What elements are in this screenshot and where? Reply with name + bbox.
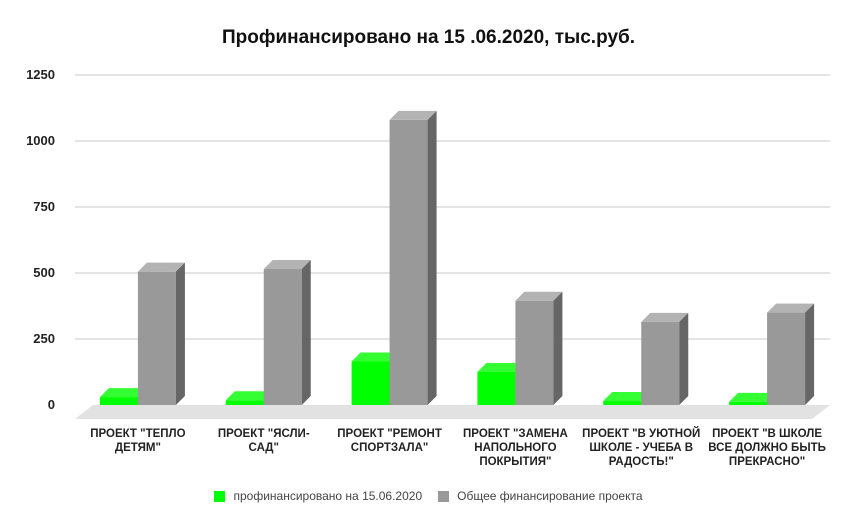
category-label-line: ПРЕКРАСНО" [728, 456, 806, 468]
category-label: ПРОЕКТ "ТЕПЛО ДЕТЯМ" [78, 427, 198, 455]
bar-funded [351, 361, 390, 405]
bar-total [767, 312, 806, 405]
bar-funded [99, 397, 138, 405]
category-label-line: ДЕТЯМ" [114, 442, 161, 454]
category-label-line: СПОРТЗАЛА" [350, 442, 429, 454]
bar-funded [477, 372, 516, 405]
bar-side-total [301, 260, 311, 405]
bar-top-funded [729, 392, 777, 402]
bar-top-funded [603, 392, 651, 402]
category-label-line: ПРОЕКТ "ЗАМЕНА [463, 428, 568, 440]
category-label-line: ПРОЕКТ "РЕМОНТ [337, 428, 442, 440]
category-label-line: ПРОЕКТ "В УЮТНОЙ [582, 428, 701, 440]
y-tick-label: 250 [33, 331, 55, 346]
category-label-line: ШКОЛЕ - УЧЕБА В [589, 442, 694, 454]
y-tick-label: 500 [33, 265, 55, 280]
bar-top-funded [225, 391, 273, 401]
legend-item-total: Общее финансирование проекта [438, 489, 643, 503]
bar-side-total [805, 303, 815, 405]
bar-top-total [263, 260, 311, 270]
bar-side-total [427, 110, 437, 405]
y-tick-label: 1000 [26, 133, 55, 148]
category-label-line: ВСЕ ДОЛЖНО БЫТЬ [708, 442, 826, 454]
category-label-line: ПРОЕКТ "В ШКОЛЕ [712, 428, 822, 440]
chart-title: Профинансировано на 15 .06.2020, тыс.руб… [221, 27, 636, 48]
bar-top-funded [477, 363, 525, 372]
bar-top-total [641, 312, 689, 322]
category-label: ПРОЕКТ "ЯСЛИ- САД" [204, 427, 324, 455]
bar-total [389, 119, 428, 405]
chart-floor [75, 405, 830, 419]
bar-total [137, 271, 176, 405]
category-label: ПРОЕКТ "В ШКОЛЕ ВСЕ ДОЛЖНО БЫТЬ ПРЕКРАСНО" [707, 427, 827, 469]
bar-funded [225, 400, 264, 405]
legend-swatch-funded [214, 490, 226, 502]
bar-top-total [767, 303, 815, 313]
bar-top-total [389, 110, 437, 120]
y-tick-label: 0 [48, 397, 55, 412]
bar-top-total [515, 291, 563, 301]
bar-side-total [679, 312, 689, 405]
y-tick-label: 1250 [26, 67, 55, 82]
bar-total [263, 269, 302, 405]
bar-funded [603, 401, 642, 405]
bar-total [515, 300, 554, 405]
legend-label-total: Общее финансирование проекта [457, 489, 643, 503]
y-tick-label: 750 [33, 199, 55, 214]
bar-top-funded [351, 352, 399, 362]
category-label: ПРОЕКТ "РЕМОНТ СПОРТЗАЛА" [330, 427, 450, 455]
legend-label-funded: профинансировано на 15.06.2020 [233, 489, 423, 503]
legend-item-funded: профинансировано на 15.06.2020 [214, 489, 422, 503]
category-label: ПРОЕКТ "ЗАМЕНА НАПОЛЬНОГО ПОКРЫТИЯ" [455, 427, 575, 469]
legend: профинансировано на 15.06.2020 Общее фин… [0, 489, 857, 503]
category-label-line: ПРОЕКТ "ТЕПЛО [90, 428, 186, 440]
category-label-line: РАДОСТЬ!" [608, 456, 674, 468]
bar-top-funded [99, 388, 147, 398]
bar-side-total [553, 291, 563, 405]
category-label: ПРОЕКТ "В УЮТНОЙ ШКОЛЕ - УЧЕБА В РАДОСТЬ!" [581, 427, 701, 469]
bar-side-total [175, 262, 185, 405]
bar-top-total [137, 262, 185, 272]
category-label-line: ПРОЕКТ "ЯСЛИ- [217, 428, 310, 440]
category-label-line: САД" [248, 442, 279, 454]
bar-total [641, 321, 680, 405]
category-label-line: ПОКРЫТИЯ" [479, 456, 552, 468]
category-label-line: НАПОЛЬНОГО [474, 442, 557, 454]
legend-swatch-total [438, 490, 450, 502]
bar-funded [729, 401, 768, 405]
